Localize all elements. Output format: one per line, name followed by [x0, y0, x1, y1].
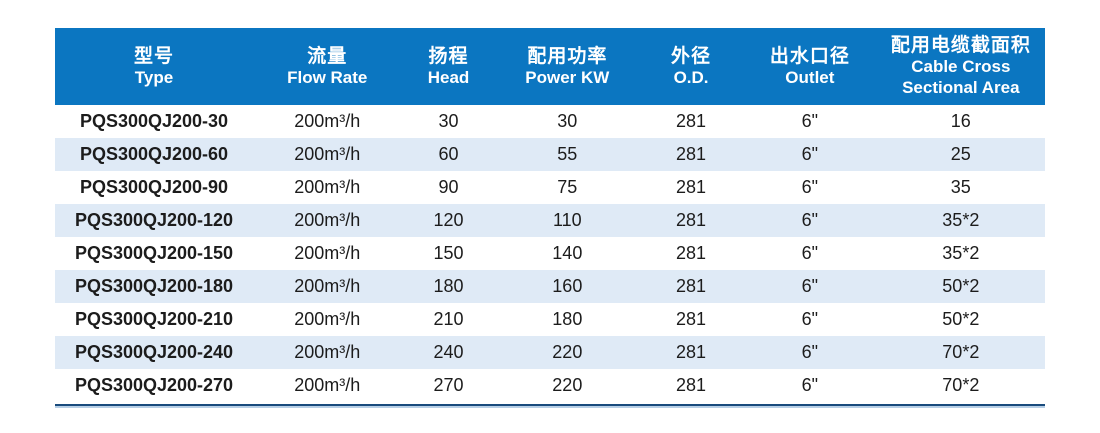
column-header-en-label: Head — [427, 67, 470, 87]
column-header: 配用电缆截面积 Cable Cross Sectional Area — [877, 34, 1045, 99]
table-cell: 120 — [433, 210, 464, 230]
table-cell: 200m³/h — [294, 177, 361, 197]
table-cell: PQS300QJ200-150 — [74, 243, 234, 263]
table-cell: PQS300QJ200-90 — [79, 177, 229, 197]
column-header: 扬程 Head — [402, 45, 496, 89]
table-cell: 140 — [552, 243, 583, 263]
table-cell: 35 — [950, 177, 971, 197]
table-cell: 180 — [433, 276, 464, 296]
table-cell: 50*2 — [942, 276, 980, 296]
table-cell: PQS300QJ200-30 — [79, 111, 229, 131]
table-cell: 281 — [676, 177, 707, 197]
table-cell: 220 — [552, 375, 583, 395]
table-row: PQS300QJ200-210 200m³/h 210 180 281 6" 50*2 — [55, 303, 1045, 336]
table-cell: 200m³/h — [294, 309, 361, 329]
table-cell: 6" — [801, 243, 819, 263]
column-header-en-label: Flow Rate — [287, 67, 368, 87]
table-cell: 281 — [676, 276, 707, 296]
table-cell: 210 — [433, 309, 464, 329]
column-header-zh-label: 外径 — [671, 45, 712, 67]
table-cell: 6" — [801, 210, 819, 230]
table-cell: 200m³/h — [294, 276, 361, 296]
table-cell: 30 — [557, 111, 578, 131]
table-cell: 200m³/h — [294, 342, 361, 362]
table-row: PQS300QJ200-60 200m³/h 60 55 281 6" 25 — [55, 138, 1045, 171]
table-cell: 70*2 — [942, 375, 980, 395]
column-header-zh-label: 配用功率 — [527, 45, 608, 67]
table-cell: 281 — [676, 210, 707, 230]
table-row: PQS300QJ200-150 200m³/h 150 140 281 6" 35*2 — [55, 237, 1045, 270]
column-header-en-label: Cable Cross Sectional Area — [902, 57, 1020, 98]
column-header-zh-label: 流量 — [307, 45, 348, 67]
table-row: PQS300QJ200-240 200m³/h 240 220 281 6" 70*2 — [55, 336, 1045, 369]
column-header-zh-label: 配用电缆截面积 — [890, 35, 1031, 57]
table-cell: 25 — [950, 144, 971, 164]
table-cell: 70*2 — [942, 342, 980, 362]
column-header: 外径 O.D. — [639, 45, 743, 89]
table-row: PQS300QJ200-270 200m³/h 270 220 281 6" 70*2 — [55, 369, 1045, 402]
column-header-en-label: Outlet — [785, 67, 835, 87]
table-body: PQS300QJ200-30 200m³/h 30 30 281 6" 16 PQS300QJ… — [55, 105, 1045, 402]
table-cell: 200m³/h — [294, 144, 361, 164]
table-cell: PQS300QJ200-120 — [74, 210, 234, 230]
table-cell: 6" — [801, 276, 819, 296]
column-header-en-label: O.D. — [673, 67, 709, 87]
table-cell: 55 — [557, 144, 578, 164]
table-cell: 30 — [438, 111, 459, 131]
column-header: 型号 Type — [55, 45, 253, 89]
table-cell: 6" — [801, 309, 819, 329]
table-cell: 6" — [801, 375, 819, 395]
table-cell: 160 — [552, 276, 583, 296]
column-header: 出水口径 Outlet — [743, 45, 877, 89]
table-cell: 240 — [433, 342, 464, 362]
table-header-row: 型号 Type 流量 Flow Rate 扬程 Head 配用功率 Power KW 外径 O.D… — [55, 28, 1045, 105]
table-cell: 6" — [801, 342, 819, 362]
table-cell: 220 — [552, 342, 583, 362]
table-cell: 281 — [676, 144, 707, 164]
column-header: 配用功率 Power KW — [496, 45, 640, 89]
table-cell: 6" — [801, 144, 819, 164]
table-cell: 281 — [676, 375, 707, 395]
column-header-zh-label: 扬程 — [428, 45, 469, 67]
table-cell: 200m³/h — [294, 111, 361, 131]
column-header: 流量 Flow Rate — [253, 45, 402, 89]
table-cell: 281 — [676, 309, 707, 329]
column-header-en-label: Power KW — [525, 67, 610, 87]
table-cell: 90 — [438, 177, 459, 197]
column-header-zh-label: 出水口径 — [769, 45, 850, 67]
table-cell: PQS300QJ200-240 — [74, 342, 234, 362]
column-header-zh-label: 型号 — [133, 45, 174, 67]
table-cell: 60 — [438, 144, 459, 164]
table-cell: 50*2 — [942, 309, 980, 329]
table-cell: 180 — [552, 309, 583, 329]
table-row: PQS300QJ200-180 200m³/h 180 160 281 6" 50*2 — [55, 270, 1045, 303]
table-row: PQS300QJ200-30 200m³/h 30 30 281 6" 16 — [55, 105, 1045, 138]
table-cell: 270 — [433, 375, 464, 395]
table-cell: 75 — [557, 177, 578, 197]
table-cell: 200m³/h — [294, 210, 361, 230]
table-cell: 16 — [950, 111, 971, 131]
table-cell: 200m³/h — [294, 375, 361, 395]
table-cell: 6" — [801, 177, 819, 197]
table-cell: 35*2 — [942, 243, 980, 263]
column-header-en-label: Type — [134, 67, 174, 87]
table-bottom-border — [55, 404, 1045, 408]
table-row: PQS300QJ200-90 200m³/h 90 75 281 6" 35 — [55, 171, 1045, 204]
pump-spec-table: 型号 Type 流量 Flow Rate 扬程 Head 配用功率 Power KW 外径 O.D… — [55, 28, 1045, 408]
table-cell: PQS300QJ200-210 — [74, 309, 234, 329]
table-cell: PQS300QJ200-180 — [74, 276, 234, 296]
table-cell: 281 — [676, 342, 707, 362]
table-cell: 150 — [433, 243, 464, 263]
table-row: PQS300QJ200-120 200m³/h 120 110 281 6" 35*2 — [55, 204, 1045, 237]
table-cell: 110 — [552, 210, 582, 230]
table-cell: 6" — [801, 111, 819, 131]
table-cell: PQS300QJ200-60 — [79, 144, 229, 164]
table-cell: PQS300QJ200-270 — [74, 375, 234, 395]
table-cell: 281 — [676, 243, 707, 263]
table-cell: 35*2 — [942, 210, 980, 230]
table-cell: 281 — [676, 111, 707, 131]
table-cell: 200m³/h — [294, 243, 361, 263]
